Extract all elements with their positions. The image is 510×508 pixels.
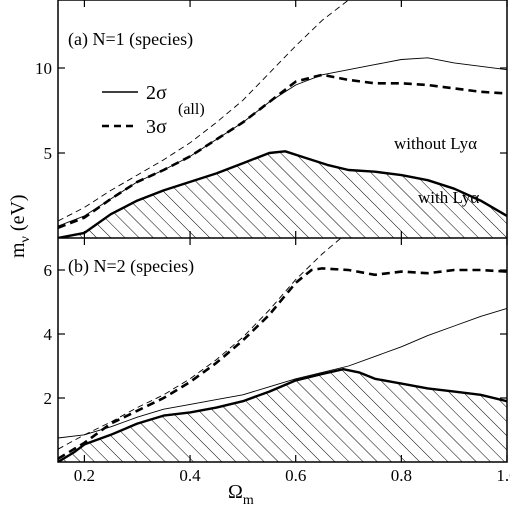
annotation-with-lya: with Lyα <box>418 188 479 207</box>
series-thin-dashed <box>58 238 342 450</box>
panel-a-label: (a) N=1 (species) <box>68 29 193 50</box>
x-axis-title-sub: m <box>243 493 254 508</box>
series-thick-solid <box>58 150 507 238</box>
hatched-region <box>58 369 507 462</box>
y-axis-title-main: m <box>7 242 29 258</box>
axis-ticks: 5 10 2 4 6 0.2 0.4 0.6 0.8 1.0 <box>35 0 510 485</box>
hatched-region <box>58 151 507 238</box>
y-axis-title: mν (eV) <box>7 194 33 258</box>
legend-2sigma-label: 2σ <box>146 82 167 104</box>
y-tick-label: 6 <box>44 261 53 280</box>
panel-a-plot-area <box>58 0 507 238</box>
panel-b-label: (b) N=2 (species) <box>68 256 194 277</box>
y-axis-title-unit: (eV) <box>7 194 29 236</box>
x-tick-label: 1.0 <box>496 466 510 485</box>
y-tick-label: 5 <box>44 144 53 163</box>
series-thin-solid <box>58 307 507 439</box>
series-thick-dashed <box>58 267 507 460</box>
x-tick-label: 0.8 <box>391 466 412 485</box>
y-axis-title-sub: ν <box>18 236 33 242</box>
annotation-without-lya: without Lyα <box>394 134 477 153</box>
legend-all-superscript: (all) <box>178 101 205 118</box>
series-thin-solid <box>58 57 507 227</box>
x-tick-label: 0.2 <box>74 466 95 485</box>
x-axis-title: Ωm <box>228 481 254 508</box>
series-thin-dashed <box>58 0 349 222</box>
y-tick-label: 10 <box>35 59 52 78</box>
x-tick-label: 0.4 <box>179 466 201 485</box>
legend-3sigma-label: 3σ <box>146 116 167 138</box>
y-tick-label: 2 <box>44 389 53 408</box>
x-tick-label: 0.6 <box>285 466 306 485</box>
panel-b-plot-area <box>58 238 507 462</box>
series-thick-solid <box>58 368 507 462</box>
x-axis-title-main: Ω <box>228 481 243 503</box>
y-tick-label: 4 <box>44 325 53 344</box>
series-thick-dashed <box>58 73 507 230</box>
